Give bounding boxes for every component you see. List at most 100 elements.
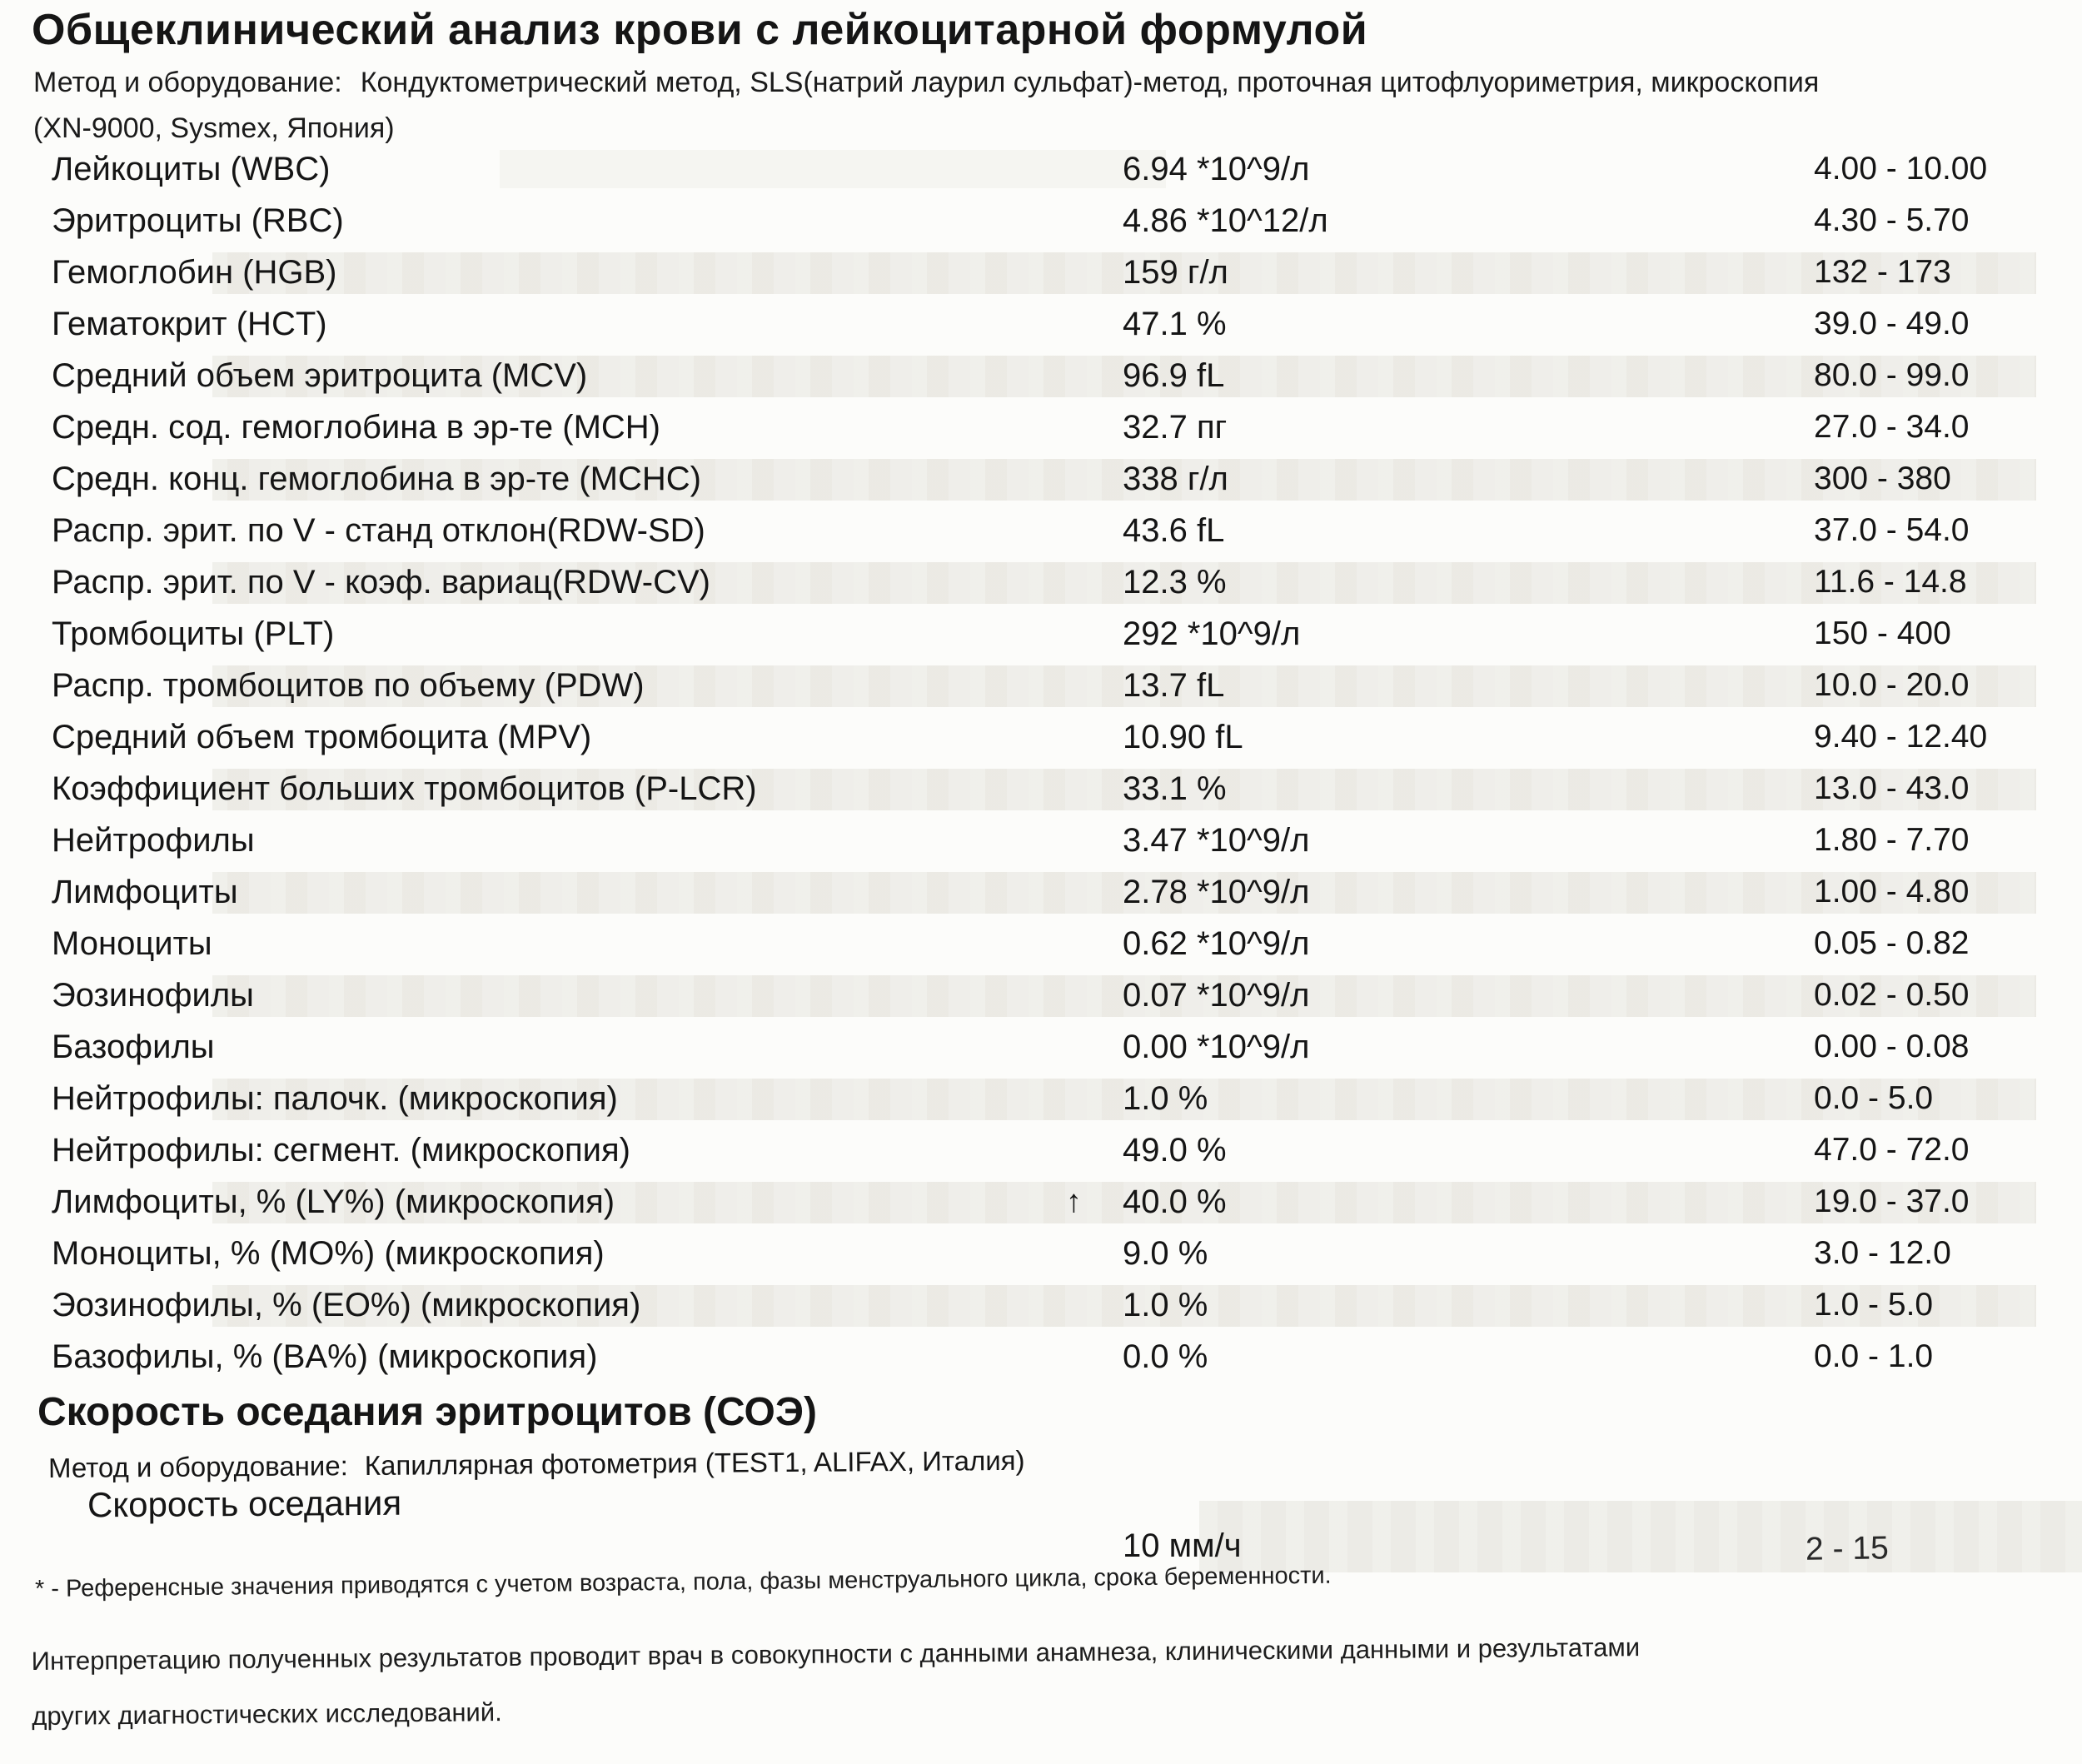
reference-range: 0.0 - 5.0 <box>1814 1080 1934 1116</box>
parameter-name: Коэффициент больших тромбоцитов (P-LCR) <box>52 770 757 807</box>
table-row: Распр. эрит. по V - станд отклон(RDW-SD)… <box>0 505 2082 556</box>
parameter-name: Тромбоциты (PLT) <box>52 615 335 652</box>
table-row: Эозинофилы 0.07 *10^9/л 0.02 - 0.50 <box>0 969 2082 1021</box>
table-row: Тромбоциты (PLT) 292 *10^9/л 150 - 400 <box>0 608 2082 660</box>
reference-range: 4.30 - 5.70 <box>1814 202 1970 238</box>
table-row: Эритроциты (RBC) 4.86 *10^12/л 4.30 - 5.… <box>0 195 2082 247</box>
table-row: Распр. эрит. по V - коэф. вариац(RDW-CV)… <box>0 556 2082 608</box>
table-row: Гематокрит (HCT) 47.1 % 39.0 - 49.0 <box>0 298 2082 350</box>
result-value: 6.94 *10^9/л <box>1123 151 1310 187</box>
parameter-name: Средний объем тромбоцита (MPV) <box>52 719 592 755</box>
esr-section-title: Скорость оседания эритроцитов (СОЭ) <box>37 1390 817 1434</box>
abnormal-flag-arrow: ↑ <box>1066 1184 1082 1219</box>
result-value: 0.62 *10^9/л <box>1123 925 1310 962</box>
parameter-name: Моноциты, % (MO%) (микроскопия) <box>52 1235 605 1272</box>
table-row: Средний объем тромбоцита (MPV) 10.90 fL … <box>0 711 2082 763</box>
table-row: Моноциты, % (MO%) (микроскопия) 9.0 % 3.… <box>0 1228 2082 1279</box>
reference-range: 39.0 - 49.0 <box>1814 306 1970 341</box>
parameter-name: Средн. сод. гемоглобина в эр-те (MCH) <box>52 409 660 446</box>
result-value: 96.9 fL <box>1123 357 1225 394</box>
result-value: 0.00 *10^9/л <box>1123 1029 1310 1065</box>
reference-range: 0.0 - 1.0 <box>1814 1338 1934 1374</box>
parameter-name: Гемоглобин (HGB) <box>52 254 337 291</box>
reference-range: 132 - 173 <box>1814 254 1951 290</box>
table-row: Базофилы, % (BA%) (микроскопия) 0.0 % 0.… <box>0 1331 2082 1383</box>
result-value: 49.0 % <box>1123 1132 1227 1169</box>
result-value: 4.86 *10^12/л <box>1123 202 1328 239</box>
result-value: 3.47 *10^9/л <box>1123 822 1310 859</box>
parameter-name: Моноциты <box>52 925 212 962</box>
result-value: 43.6 fL <box>1123 512 1225 549</box>
reference-range: 11.6 - 14.8 <box>1814 564 1967 600</box>
reference-range: 150 - 400 <box>1814 615 1951 651</box>
table-row: Средн. конц. гемоглобина в эр-те (MCHC) … <box>0 453 2082 505</box>
result-value: 9.0 % <box>1123 1235 1208 1272</box>
table-row: Эозинофилы, % (EO%) (микроскопия) 1.0 % … <box>0 1279 2082 1331</box>
esr-method-text: Капиллярная фотометрия (TEST1, ALIFAX, И… <box>364 1444 1025 1482</box>
method-line: Метод и оборудование: Кондуктометрический… <box>33 67 1819 99</box>
parameter-name: Лимфоциты <box>52 874 238 910</box>
table-row: Лимфоциты, % (LY%) (микроскопия) ↑ 40.0 … <box>0 1176 2082 1228</box>
reference-range: 27.0 - 34.0 <box>1814 409 1970 445</box>
reference-range: 0.00 - 0.08 <box>1814 1029 1970 1064</box>
table-row: Нейтрофилы: палочк. (микроскопия) 1.0 % … <box>0 1073 2082 1124</box>
parameter-name: Средний объем эритроцита (MCV) <box>52 357 588 394</box>
reference-range: 9.40 - 12.40 <box>1814 719 1988 755</box>
result-value: 32.7 пг <box>1123 409 1228 446</box>
parameter-name: Распр. эрит. по V - станд отклон(RDW-SD) <box>52 512 705 549</box>
parameter-name: Лейкоциты (WBC) <box>52 151 331 187</box>
result-value: 0.0 % <box>1123 1338 1208 1375</box>
esr-method-label: Метод и оборудование: <box>47 1450 348 1483</box>
result-value: 1.0 % <box>1123 1287 1208 1323</box>
result-value: 47.1 % <box>1123 306 1227 342</box>
result-value: 1.0 % <box>1123 1080 1208 1117</box>
footnote-interpretation: Интерпретацию полученных результатов про… <box>31 1632 1641 1731</box>
reference-range: 1.80 - 7.70 <box>1814 822 1970 858</box>
reference-range: 37.0 - 54.0 <box>1814 512 1970 548</box>
results-table: Лейкоциты (WBC) 6.94 *10^9/л 4.00 - 10.0… <box>0 143 2082 1383</box>
parameter-name: Эозинофилы, % (EO%) (микроскопия) <box>52 1287 641 1323</box>
parameter-name: Средн. конц. гемоглобина в эр-те (MCHC) <box>52 461 701 497</box>
table-row: Коэффициент больших тромбоцитов (P-LCR) … <box>0 763 2082 815</box>
table-row: Гемоглобин (HGB) 159 г/л 132 - 173 <box>0 247 2082 298</box>
result-value: 10.90 fL <box>1123 719 1243 755</box>
result-value: 33.1 % <box>1123 770 1227 807</box>
parameter-name: Нейтрофилы: палочк. (микроскопия) <box>52 1080 618 1117</box>
parameter-name: Базофилы <box>52 1029 215 1065</box>
table-row: Нейтрофилы: сегмент. (микроскопия) 49.0 … <box>0 1124 2082 1176</box>
result-value: 2.78 *10^9/л <box>1123 874 1310 910</box>
result-value: 292 *10^9/л <box>1123 615 1301 652</box>
scan-noise-band <box>1199 1501 2082 1572</box>
table-row: Средн. сод. гемоглобина в эр-те (MCH) 32… <box>0 401 2082 453</box>
result-value: 338 г/л <box>1123 461 1228 497</box>
reference-range: 13.0 - 43.0 <box>1814 770 1970 806</box>
parameter-name: Базофилы, % (BA%) (микроскопия) <box>52 1338 598 1375</box>
esr-table-row: Скорость оседания 10 мм/ч 2 - 15 <box>0 1482 2082 1584</box>
reference-range: 0.02 - 0.50 <box>1814 977 1970 1013</box>
parameter-name: Эритроциты (RBC) <box>52 202 344 239</box>
reference-range: 300 - 380 <box>1814 461 1951 496</box>
esr-reference-range: 2 - 15 <box>1805 1530 1890 1567</box>
method-text: Кондуктометрический метод, SLS(натрий ла… <box>360 67 1820 98</box>
reference-range: 47.0 - 72.0 <box>1814 1132 1970 1168</box>
esr-result-value: 10 мм/ч <box>1123 1527 1242 1564</box>
parameter-name: Распр. тромбоцитов по объему (PDW) <box>52 667 645 704</box>
esr-method-line: Метод и оборудование: Капиллярная фотомет… <box>48 1445 1025 1484</box>
table-row: Базофилы 0.00 *10^9/л 0.00 - 0.08 <box>0 1021 2082 1073</box>
parameter-name: Распр. эрит. по V - коэф. вариац(RDW-CV) <box>52 564 710 600</box>
parameter-name: Нейтрофилы: сегмент. (микроскопия) <box>52 1132 630 1169</box>
reference-range: 1.00 - 4.80 <box>1814 874 1970 909</box>
result-value: 12.3 % <box>1123 564 1227 600</box>
method-equipment-line: (XN-9000, Sysmex, Япония) <box>33 112 395 144</box>
table-row: Лейкоциты (WBC) 6.94 *10^9/л 4.00 - 10.0… <box>0 143 2082 195</box>
reference-range: 19.0 - 37.0 <box>1814 1183 1970 1219</box>
result-value: 40.0 % <box>1123 1183 1227 1220</box>
esr-parameter-name: Скорость оседания <box>87 1482 402 1525</box>
table-row: Распр. тромбоцитов по объему (PDW) 13.7 … <box>0 660 2082 711</box>
report-title: Общеклинический анализ крови с лейкоцита… <box>32 6 1368 54</box>
reference-range: 10.0 - 20.0 <box>1814 667 1970 703</box>
table-row: Лимфоциты 2.78 *10^9/л 1.00 - 4.80 <box>0 866 2082 918</box>
reference-range: 0.05 - 0.82 <box>1814 925 1970 961</box>
reference-range: 1.0 - 5.0 <box>1814 1287 1934 1323</box>
